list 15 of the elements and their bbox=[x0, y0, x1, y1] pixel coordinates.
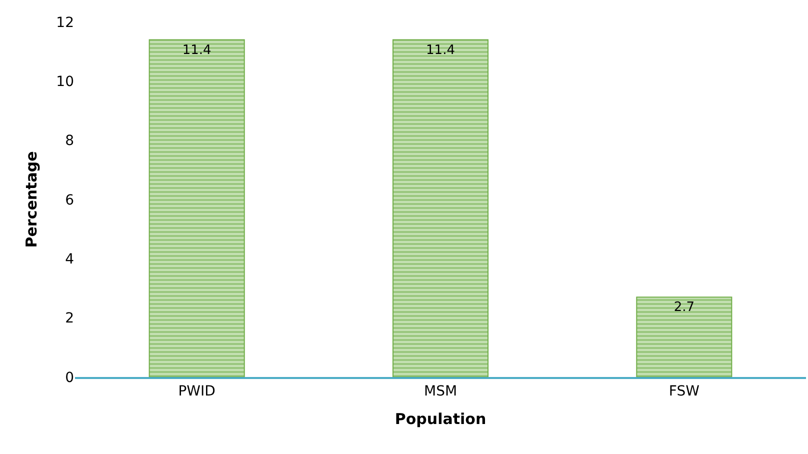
y-tick-label: 2 bbox=[65, 310, 74, 327]
y-tick-label: 8 bbox=[65, 133, 74, 150]
x-axis-title: Population bbox=[394, 410, 486, 428]
x-tick-label: FSW bbox=[668, 384, 700, 400]
y-tick-label: 4 bbox=[65, 252, 74, 268]
data-label: 2.7 bbox=[674, 300, 695, 316]
x-tick-label: MSM bbox=[424, 384, 458, 400]
x-tick-label: PWID bbox=[178, 384, 216, 400]
y-tick-label: 10 bbox=[56, 74, 74, 90]
y-tick-label: 6 bbox=[65, 192, 74, 208]
y-tick-label: 0 bbox=[65, 370, 74, 386]
data-label: 11.4 bbox=[182, 42, 212, 58]
data-label: 11.4 bbox=[426, 42, 455, 58]
y-axis-title: Percentage bbox=[22, 151, 40, 248]
y-tick-label: 12 bbox=[56, 14, 74, 31]
